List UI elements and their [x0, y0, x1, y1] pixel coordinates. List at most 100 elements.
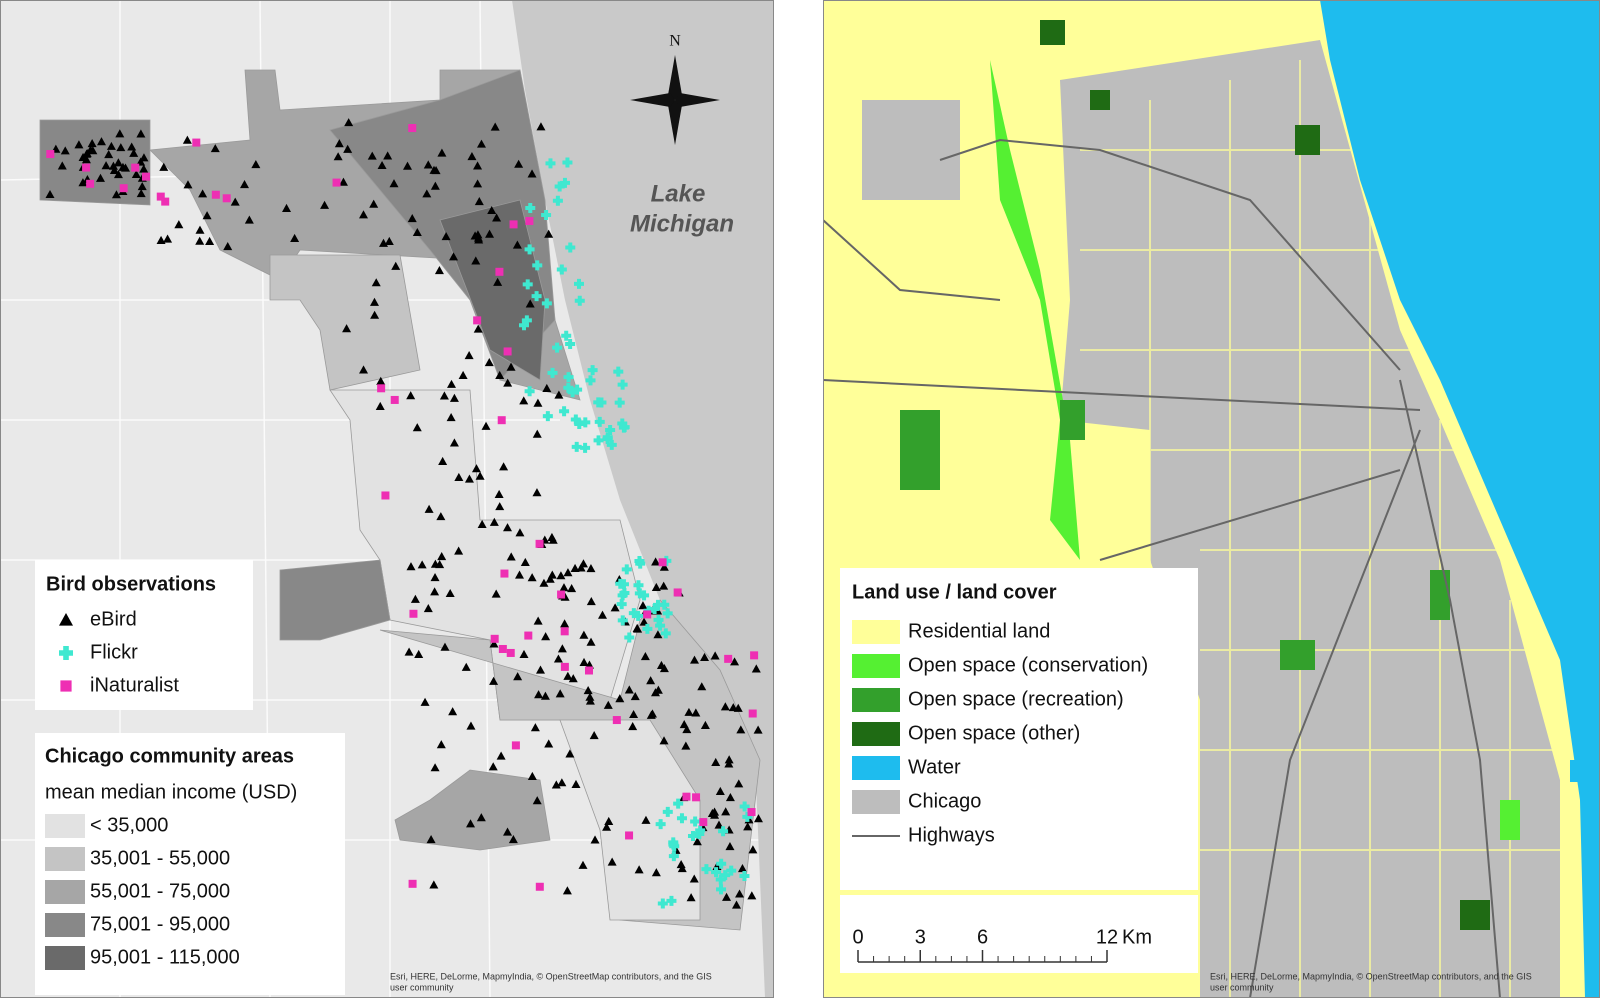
triangle-marker [470, 231, 480, 240]
legend-label: eBird [90, 608, 137, 630]
plus-marker [556, 264, 567, 275]
square-marker [750, 651, 759, 660]
highways [823, 138, 1501, 998]
triangle-marker [113, 158, 123, 167]
plus-marker [666, 895, 677, 906]
triangle-marker [471, 464, 481, 473]
triangle-marker [598, 610, 608, 619]
square-marker [86, 179, 95, 188]
triangle-marker [607, 857, 617, 866]
triangle-marker [590, 835, 600, 844]
triangle-marker [343, 144, 353, 153]
plus-marker [642, 623, 653, 634]
triangle-marker [557, 778, 567, 787]
triangle-marker [476, 139, 486, 148]
plus-marker [554, 181, 565, 192]
right-map: Esri, HERE, DeLorme, MapmyIndia, © OpenS… [823, 0, 1600, 998]
triangle-marker [174, 220, 184, 229]
square-marker [500, 569, 509, 578]
triangle-marker [676, 860, 686, 869]
triangle-marker [113, 170, 123, 179]
plus-marker [618, 579, 629, 590]
triangle-marker [198, 189, 208, 198]
triangle-marker [520, 557, 530, 566]
triangle-marker [45, 189, 55, 199]
legend-label: Highways [908, 824, 995, 846]
triangle-marker [527, 573, 537, 582]
attribution: user community [1210, 982, 1274, 992]
triangle-marker [508, 834, 518, 844]
triangle-marker [551, 780, 561, 789]
plus-marker [634, 588, 645, 599]
plus-marker [574, 295, 585, 306]
triangle-marker [533, 398, 543, 407]
triangle-marker [534, 690, 544, 699]
triangle-marker [646, 676, 656, 685]
triangle-marker [735, 889, 745, 898]
triangle-marker [466, 721, 476, 730]
triangle-marker [424, 504, 434, 513]
triangle-marker [430, 763, 440, 772]
triangle-marker [240, 180, 250, 189]
triangle-marker [527, 771, 537, 781]
square-marker [509, 220, 518, 229]
triangle-marker [407, 214, 417, 223]
triangle-marker [414, 649, 424, 659]
square-marker [473, 316, 482, 325]
legend-swatch [852, 688, 900, 712]
triangle-marker [458, 370, 468, 379]
triangle-marker [579, 657, 589, 666]
north-label: N [669, 33, 681, 50]
square-marker [192, 138, 201, 147]
triangle-marker [464, 350, 474, 360]
triangle-marker [127, 142, 137, 151]
triangle-marker [560, 619, 570, 628]
triangle-marker [230, 197, 240, 206]
triangle-marker [320, 200, 330, 209]
triangle-marker [724, 755, 734, 764]
legend-swatch [852, 756, 900, 780]
square-marker [612, 716, 621, 725]
scale-label: 0 [852, 926, 863, 948]
triangle-marker [137, 182, 147, 191]
plus-marker [718, 826, 729, 837]
triangle-marker [567, 584, 577, 593]
triangle-marker [454, 472, 464, 482]
triangle-marker [445, 588, 455, 598]
triangle-marker [691, 708, 701, 717]
plus-marker [614, 397, 625, 408]
triangle-marker [736, 725, 746, 734]
triangle-marker [476, 813, 486, 822]
triangle-marker [485, 229, 495, 238]
plus-marker [668, 851, 679, 862]
triangle-marker [431, 166, 441, 175]
triangle-marker [367, 151, 377, 160]
legend-label: Open space (conservation) [908, 654, 1148, 676]
triangle-marker [556, 571, 566, 580]
triangle-marker [493, 277, 503, 286]
triangle-marker [682, 725, 692, 734]
triangle-marker [59, 613, 73, 626]
triangle-marker [700, 720, 710, 729]
triangle-marker [715, 786, 725, 795]
triangle-marker [156, 235, 166, 245]
triangle-marker [640, 652, 650, 661]
triangle-marker [748, 845, 758, 854]
triangle-marker [489, 676, 499, 685]
plus-marker [635, 558, 646, 569]
triangle-marker [519, 649, 529, 659]
triangle-marker [490, 122, 500, 131]
legend-label: Open space (recreation) [908, 688, 1124, 710]
triangle-marker [111, 190, 121, 199]
triangle-marker [624, 685, 634, 694]
plus-marker [660, 628, 671, 639]
triangle-marker [370, 310, 380, 319]
plus-marker [545, 158, 556, 169]
triangle-marker [74, 140, 84, 149]
triangle-marker [503, 827, 513, 836]
plus-marker [619, 422, 630, 433]
triangle-marker [725, 841, 735, 851]
attribution: Esri, HERE, DeLorme, MapmyIndia, © OpenS… [390, 971, 712, 981]
plus-marker [594, 416, 605, 427]
